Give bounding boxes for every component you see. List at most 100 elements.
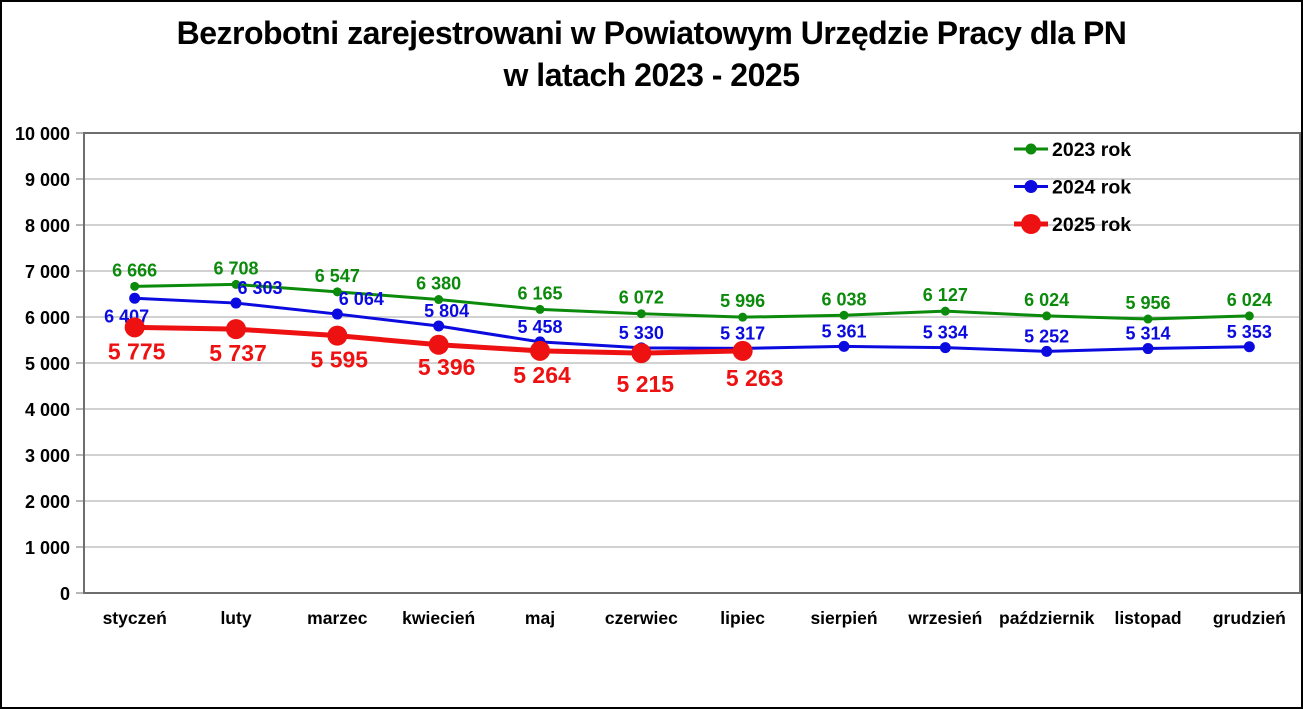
data-label-czerwiec: 5 215: [617, 371, 675, 397]
chart-title: Bezrobotni zarejestrowani w Powiatowym U…: [2, 12, 1301, 96]
data-label-maj: 5 458: [517, 317, 562, 337]
y-axis-label-2000: 2 000: [25, 492, 70, 512]
data-point-grudzień: [1244, 311, 1254, 321]
data-label-grudzień: 6 024: [1227, 290, 1272, 310]
data-label-luty: 5 737: [209, 340, 267, 366]
data-point-luty: [231, 279, 241, 289]
x-axis-label-czerwiec: czerwiec: [605, 608, 678, 628]
x-axis-label-grudzień: grudzień: [1213, 608, 1286, 628]
x-axis-label-październik: październik: [999, 608, 1095, 628]
y-axis-label-9000: 9 000: [25, 170, 70, 190]
legend-item-label: 2023 rok: [1052, 139, 1131, 161]
data-label-listopad: 5 956: [1125, 293, 1170, 313]
legend-marker-dot: [1024, 180, 1038, 193]
legend-item-2025-rok: 2025 rok: [1014, 214, 1131, 236]
data-label-luty: 6 303: [237, 278, 282, 298]
data-point-kwiecień: [428, 334, 449, 355]
legend-marker-dot: [1021, 214, 1041, 234]
y-axis-label-8000: 8 000: [25, 216, 70, 236]
data-label-marzec: 6 064: [339, 289, 384, 309]
data-point-sierpień: [838, 340, 850, 352]
series-2023-rok: 6 666 6 708 6 547 6 380 6 165 6 072 5 996 6 038…: [112, 258, 1272, 324]
y-axis-label-3000: 3 000: [25, 446, 70, 466]
data-point-wrzesień: [940, 306, 950, 316]
series-line: [134, 296, 1250, 353]
x-axis-label-maj: maj: [525, 608, 555, 628]
data-label-grudzień: 5 353: [1227, 322, 1272, 342]
legend-item-label: 2025 rok: [1052, 214, 1131, 236]
data-point-czerwiec: [636, 309, 646, 319]
data-label-sierpień: 6 038: [821, 289, 866, 309]
x-axis-label-luty: luty: [220, 608, 251, 628]
data-label-luty: 6 708: [213, 258, 258, 278]
data-point-kwiecień: [433, 320, 445, 332]
data-label-październik: 6 024: [1024, 290, 1069, 310]
data-point-lipiec: [732, 340, 753, 361]
x-axis-label-kwiecień: kwiecień: [402, 608, 475, 628]
x-axis-label-listopad: listopad: [1114, 608, 1181, 628]
data-point-marzec: [331, 308, 343, 320]
data-point-sierpień: [839, 310, 849, 320]
data-label-styczeń: 5 775: [108, 338, 166, 364]
data-point-październik: [1041, 345, 1053, 357]
series-2025-rok: 5 775 5 737 5 595 5 396 5 264 5 215 5 263: [108, 317, 784, 397]
y-axis-label-0: 0: [60, 584, 70, 604]
x-axis-label-wrzesień: wrzesień: [907, 608, 982, 628]
data-point-maj: [535, 304, 545, 314]
data-point-luty: [230, 297, 242, 309]
data-point-listopad: [1142, 343, 1154, 355]
data-label-lipiec: 5 263: [726, 365, 784, 391]
y-axis-label-1000: 1 000: [25, 538, 70, 558]
y-axis-label-6000: 6 000: [25, 308, 70, 328]
data-label-wrzesień: 5 334: [923, 323, 968, 343]
legend-item-2024-rok: 2024 rok: [1014, 177, 1131, 199]
data-point-styczeń: [130, 281, 140, 291]
data-label-kwiecień: 6 380: [416, 274, 461, 294]
data-point-listopad: [1143, 314, 1153, 324]
data-label-październik: 5 252: [1024, 326, 1069, 346]
data-point-czerwiec: [631, 343, 652, 364]
legend-item-label: 2024 rok: [1052, 177, 1131, 199]
data-label-czerwiec: 5 330: [619, 323, 664, 343]
y-axis-label-4000: 4 000: [25, 400, 70, 420]
data-label-wrzesień: 6 127: [923, 285, 968, 305]
legend-marker-dot: [1025, 143, 1037, 155]
data-point-marzec: [327, 325, 348, 346]
data-label-lipiec: 5 317: [720, 323, 765, 343]
data-point-styczeń: [129, 292, 141, 304]
data-label-maj: 6 165: [517, 283, 562, 303]
data-point-grudzień: [1243, 341, 1255, 353]
x-axis-label-styczeń: styczeń: [103, 608, 167, 628]
data-label-kwiecień: 5 804: [424, 301, 469, 321]
y-axis-label-5000: 5 000: [25, 354, 70, 374]
legend-item-2023-rok: 2023 rok: [1014, 139, 1131, 161]
plot-area-frame: [83, 132, 1301, 594]
legend: 2023 rok 2024 rok 2025 rok: [1014, 139, 1131, 236]
data-point-lipiec: [738, 312, 748, 322]
data-point-październik: [1042, 311, 1052, 321]
y-axis-label-10000: 10 000: [15, 124, 70, 144]
data-label-maj: 5 264: [513, 362, 571, 388]
data-point-marzec: [332, 287, 342, 297]
data-label-sierpień: 5 361: [821, 321, 866, 341]
data-point-styczeń: [124, 317, 145, 338]
data-label-listopad: 5 314: [1125, 324, 1170, 344]
data-label-marzec: 5 595: [311, 347, 369, 373]
data-label-lipiec: 5 996: [720, 291, 765, 311]
chart-title-line1: Bezrobotni zarejestrowani w Powiatowym U…: [176, 15, 1127, 51]
data-label-kwiecień: 5 396: [418, 354, 476, 380]
x-axis-label-lipiec: lipiec: [720, 608, 765, 628]
data-label-marzec: 6 547: [315, 266, 360, 286]
data-point-kwiecień: [434, 295, 444, 305]
chart-title-line2: w latach 2023 - 2025: [503, 57, 800, 93]
data-label-czerwiec: 6 072: [619, 288, 664, 308]
y-axis-label-7000: 7 000: [25, 262, 70, 282]
x-axis-label-sierpień: sierpień: [810, 608, 877, 628]
data-point-luty: [226, 319, 246, 340]
data-point-maj: [530, 340, 550, 361]
data-label-styczeń: 6 666: [112, 260, 157, 280]
series-line: [134, 282, 1250, 321]
